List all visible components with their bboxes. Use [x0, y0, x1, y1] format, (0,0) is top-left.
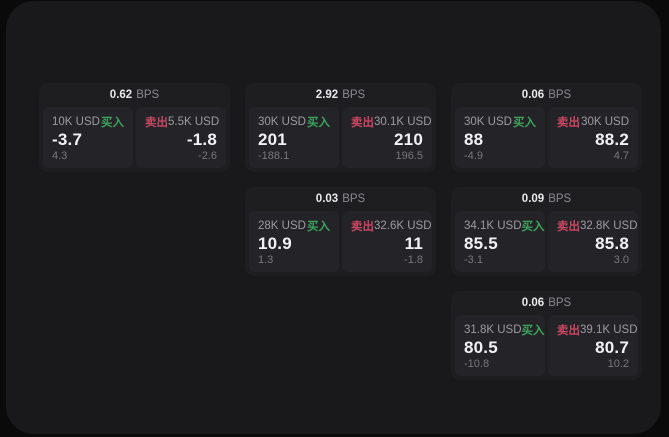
- sell-delta: -1.8: [404, 254, 423, 266]
- card-header: 0.62 BPS: [39, 83, 230, 107]
- card-header: 0.06 BPS: [451, 291, 642, 315]
- bps-unit-label: BPS: [548, 193, 572, 205]
- buy-tile[interactable]: 34.1K USD 买入 85.5 -3.1: [455, 211, 545, 272]
- sell-delta: 3.0: [613, 254, 629, 266]
- buy-side-label: 买入: [513, 117, 536, 129]
- sell-size: 30K USD: [581, 116, 629, 128]
- sell-tile[interactable]: 卖出 32.8K USD 85.8 3.0: [548, 211, 638, 272]
- bps-value: 0.03: [315, 193, 339, 205]
- sell-tile[interactable]: 卖出 30K USD 88.2 4.7: [548, 107, 638, 168]
- sell-side-label: 卖出: [145, 117, 168, 129]
- bps-unit-label: BPS: [136, 89, 160, 101]
- buy-side-label: 买入: [521, 325, 545, 337]
- sell-tile[interactable]: 卖出 32.6K USD 11 -1.8: [342, 211, 432, 272]
- buy-size: 28K USD: [258, 220, 306, 232]
- sell-size: 5.5K USD: [168, 116, 220, 128]
- sell-size: 30.1K USD: [374, 116, 432, 128]
- sell-tile[interactable]: 卖出 5.5K USD -1.8 -2.6: [136, 107, 226, 168]
- buy-size: 34.1K USD: [464, 220, 522, 232]
- quote-card: 0.03 BPS 28K USD 买入 10.9 1.3 卖出 32.6K US…: [245, 187, 436, 276]
- buy-delta: -3.1: [464, 254, 483, 266]
- bps-value: 0.06: [521, 89, 545, 101]
- sell-delta: 4.7: [613, 150, 629, 162]
- sell-tile[interactable]: 卖出 39.1K USD 80.7 10.2: [548, 315, 638, 376]
- sell-side-label: 卖出: [557, 117, 580, 129]
- sell-side-label: 卖出: [557, 221, 580, 233]
- bps-unit-label: BPS: [548, 89, 572, 101]
- buy-delta: -10.8: [464, 358, 490, 370]
- quote-card: 0.06 BPS 30K USD 买入 88 -4.9 卖出 30K USD 8…: [451, 83, 642, 172]
- buy-delta: 1.3: [258, 254, 274, 266]
- quote-card: 0.06 BPS 31.8K USD 买入 80.5 -10.8 卖出 39.1…: [451, 291, 642, 380]
- buy-tile[interactable]: 30K USD 买入 201 -188.1: [249, 107, 339, 168]
- buy-delta: 4.3: [52, 150, 68, 162]
- bps-value: 2.92: [315, 89, 339, 101]
- sell-side-label: 卖出: [557, 325, 580, 337]
- sell-price: 85.8: [595, 234, 629, 253]
- sell-price: 88.2: [595, 130, 629, 149]
- sell-size: 32.6K USD: [374, 220, 432, 232]
- sell-price: -1.8: [186, 130, 217, 149]
- buy-price: 88: [464, 130, 484, 149]
- buy-price: 10.9: [258, 234, 292, 253]
- buy-size: 10K USD: [52, 116, 100, 128]
- buy-tile[interactable]: 28K USD 买入 10.9 1.3: [249, 211, 339, 272]
- bps-value: 0.06: [521, 297, 545, 309]
- quote-card: 0.09 BPS 34.1K USD 买入 85.5 -3.1 卖出 32.8K…: [451, 187, 642, 276]
- sell-size: 32.8K USD: [580, 220, 638, 232]
- sell-price: 11: [404, 234, 423, 253]
- card-header: 0.06 BPS: [451, 83, 642, 107]
- buy-side-label: 买入: [307, 221, 330, 233]
- buy-delta: -4.9: [464, 150, 483, 162]
- card-header: 0.03 BPS: [245, 187, 436, 211]
- buy-side-label: 买入: [521, 221, 545, 233]
- buy-price: -3.7: [52, 130, 83, 149]
- card-header: 0.09 BPS: [451, 187, 642, 211]
- app-panel: 0.62 BPS 10K USD 买入 -3.7 4.3 卖出 5.5K USD…: [6, 1, 661, 434]
- bps-unit-label: BPS: [342, 193, 366, 205]
- buy-price: 80.5: [464, 338, 498, 357]
- bps-unit-label: BPS: [342, 89, 366, 101]
- bps-value: 0.09: [521, 193, 545, 205]
- buy-side-label: 买入: [101, 117, 124, 129]
- buy-delta: -188.1: [258, 150, 290, 162]
- sell-size: 39.1K USD: [580, 324, 638, 336]
- sell-delta: 10.2: [607, 358, 629, 370]
- sell-price: 80.7: [595, 338, 629, 357]
- buy-price: 201: [258, 130, 287, 149]
- buy-size: 31.8K USD: [464, 324, 522, 336]
- buy-tile[interactable]: 31.8K USD 买入 80.5 -10.8: [455, 315, 545, 376]
- buy-size: 30K USD: [464, 116, 512, 128]
- card-header: 2.92 BPS: [245, 83, 436, 107]
- buy-tile[interactable]: 10K USD 买入 -3.7 4.3: [43, 107, 133, 168]
- quote-card: 0.62 BPS 10K USD 买入 -3.7 4.3 卖出 5.5K USD…: [39, 83, 230, 172]
- buy-size: 30K USD: [258, 116, 306, 128]
- sell-delta: 196.5: [395, 150, 423, 162]
- quote-card: 2.92 BPS 30K USD 买入 201 -188.1 卖出 30.1K …: [245, 83, 436, 172]
- bps-unit-label: BPS: [548, 297, 572, 309]
- sell-side-label: 卖出: [351, 221, 374, 233]
- bps-value: 0.62: [109, 89, 133, 101]
- sell-tile[interactable]: 卖出 30.1K USD 210 196.5: [342, 107, 432, 168]
- buy-side-label: 买入: [307, 117, 330, 129]
- buy-tile[interactable]: 30K USD 买入 88 -4.9: [455, 107, 545, 168]
- sell-price: 210: [394, 130, 423, 149]
- buy-price: 85.5: [464, 234, 498, 253]
- sell-delta: -2.6: [198, 150, 217, 162]
- sell-side-label: 卖出: [351, 117, 374, 129]
